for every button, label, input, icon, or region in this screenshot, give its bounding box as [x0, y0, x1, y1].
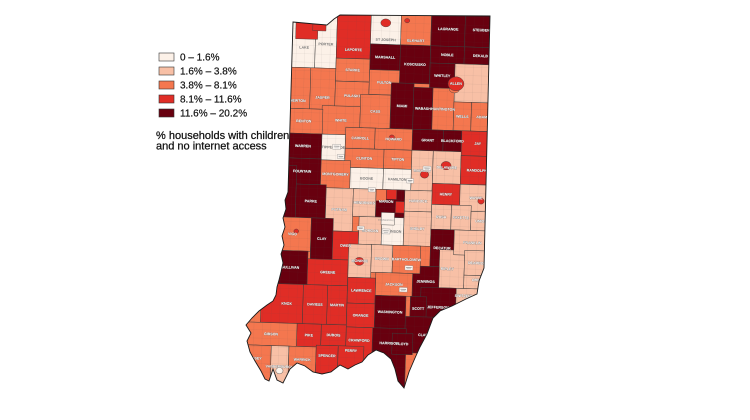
- svg-text:DAVIESS: DAVIESS: [307, 302, 323, 306]
- svg-text:11.6% – 20.2%: 11.6% – 20.2%: [180, 109, 247, 120]
- svg-text:FRANKLIN: FRANKLIN: [463, 241, 482, 246]
- svg-text:MONTGOMERY: MONTGOMERY: [322, 172, 349, 177]
- svg-text:RUSH: RUSH: [436, 215, 447, 219]
- svg-text:BARTHOLOMEW: BARTHOLOMEW: [392, 257, 422, 262]
- svg-text:PULASKI: PULASKI: [344, 94, 360, 98]
- svg-text:SPENCER: SPENCER: [318, 354, 336, 359]
- svg-text:JASPER: JASPER: [315, 96, 330, 100]
- svg-text:FULTON: FULTON: [377, 81, 392, 85]
- svg-text:WABASH: WABASH: [415, 107, 431, 112]
- svg-text:BOONE: BOONE: [360, 176, 374, 180]
- svg-text:JENNINGS: JENNINGS: [416, 279, 435, 284]
- svg-text:HENRY: HENRY: [440, 192, 453, 196]
- svg-text:CLARK: CLARK: [418, 333, 431, 337]
- svg-text:JACKSON: JACKSON: [385, 282, 403, 287]
- svg-text:DEARBORN: DEARBORN: [468, 261, 489, 266]
- svg-text:KNOX: KNOX: [281, 302, 292, 306]
- svg-text:WASHINGTON: WASHINGTON: [378, 310, 403, 315]
- svg-text:FOUNTAIN: FOUNTAIN: [293, 169, 312, 174]
- svg-text:DELAWARE: DELAWARE: [436, 165, 457, 170]
- svg-text:JAY: JAY: [474, 142, 481, 146]
- svg-text:ST JOSEPH: ST JOSEPH: [376, 38, 397, 43]
- svg-text:ALLEN: ALLEN: [450, 82, 463, 86]
- svg-text:GIBSON: GIBSON: [264, 332, 279, 336]
- svg-text:MARSHALL: MARSHALL: [375, 55, 396, 60]
- svg-text:JEFFERSON: JEFFERSON: [427, 305, 449, 310]
- svg-text:SULLIVAN: SULLIVAN: [281, 265, 299, 270]
- svg-text:KOSCIUSKO: KOSCIUSKO: [404, 62, 426, 67]
- svg-text:MARION: MARION: [379, 199, 394, 203]
- svg-text:% households with children: % households with children: [156, 130, 289, 142]
- svg-text:PERRY: PERRY: [345, 349, 358, 353]
- svg-text:ORANGE: ORANGE: [353, 313, 369, 318]
- svg-text:OWEN: OWEN: [340, 244, 352, 248]
- svg-text:WELLS: WELLS: [456, 115, 469, 119]
- svg-text:GRANT: GRANT: [421, 138, 435, 142]
- svg-text:WHITE: WHITE: [335, 118, 347, 122]
- svg-text:VIGO: VIGO: [288, 232, 297, 236]
- svg-text:HUNTINGTON: HUNTINGTON: [431, 107, 455, 112]
- svg-text:MIAMI: MIAMI: [397, 104, 408, 108]
- svg-text:STEUBEN: STEUBEN: [473, 28, 491, 33]
- svg-text:STARKE: STARKE: [345, 68, 360, 72]
- svg-text:LAKE: LAKE: [299, 46, 310, 50]
- svg-text:3.8% – 8.1%: 3.8% – 8.1%: [180, 81, 237, 92]
- svg-text:NOBLE: NOBLE: [441, 53, 454, 57]
- svg-text:MORGAN: MORGAN: [362, 229, 379, 234]
- svg-text:HAMILTON: HAMILTON: [388, 177, 407, 182]
- svg-text:HARRISON: HARRISON: [379, 341, 399, 346]
- svg-text:BROWN: BROWN: [375, 257, 389, 261]
- svg-text:CRAWFORD: CRAWFORD: [348, 338, 370, 343]
- svg-text:LAPORTE: LAPORTE: [345, 48, 363, 53]
- svg-text:RANDOLPH: RANDOLPH: [467, 168, 488, 173]
- svg-text:BENTON: BENTON: [296, 119, 312, 123]
- svg-text:JOHNSON: JOHNSON: [384, 229, 402, 234]
- svg-text:PARKE: PARKE: [305, 199, 318, 203]
- svg-text:PORTER: PORTER: [318, 42, 333, 46]
- svg-text:TIPTON: TIPTON: [391, 157, 405, 161]
- svg-text:DEKALB: DEKALB: [473, 54, 488, 58]
- svg-text:MADISON: MADISON: [413, 169, 430, 174]
- svg-text:SHELBY: SHELBY: [410, 227, 425, 231]
- svg-text:WARREN: WARREN: [295, 144, 311, 149]
- svg-text:CLINTON: CLINTON: [356, 156, 372, 161]
- svg-text:FAYETTE: FAYETTE: [453, 216, 470, 221]
- svg-text:and no internet access: and no internet access: [156, 141, 267, 153]
- svg-text:WHITLEY: WHITLEY: [434, 74, 451, 79]
- svg-text:SCOTT: SCOTT: [412, 307, 425, 311]
- svg-text:FLOYD: FLOYD: [396, 342, 409, 346]
- svg-text:INDIANAPOLIS: INDIANAPOLIS: [378, 219, 395, 223]
- svg-text:8.1% – 11.6%: 8.1% – 11.6%: [180, 95, 242, 106]
- svg-text:PUTNAM: PUTNAM: [331, 208, 346, 212]
- svg-text:SWITZERLAND: SWITZERLAND: [455, 294, 482, 299]
- svg-text:MARTIN: MARTIN: [330, 303, 344, 307]
- svg-text:POSEY: POSEY: [249, 356, 262, 360]
- svg-text:CLAY: CLAY: [317, 237, 327, 241]
- svg-text:NEWTON: NEWTON: [290, 99, 306, 104]
- svg-text:DUBOIS: DUBOIS: [326, 333, 341, 337]
- svg-text:0 – 1.6%: 0 – 1.6%: [180, 53, 220, 64]
- svg-text:HENDRICKS: HENDRICKS: [354, 201, 376, 206]
- svg-text:1.6% – 3.8%: 1.6% – 3.8%: [180, 67, 237, 78]
- svg-text:RIPLEY: RIPLEY: [441, 267, 455, 271]
- svg-text:OHIO: OHIO: [472, 278, 482, 282]
- svg-text:MONROE: MONROE: [352, 259, 369, 264]
- svg-text:CARROLL: CARROLL: [351, 136, 369, 141]
- svg-text:DECATUR: DECATUR: [433, 246, 451, 251]
- svg-text:PIKE: PIKE: [305, 333, 314, 337]
- svg-text:WAYNE: WAYNE: [470, 196, 484, 200]
- svg-text:ADAMS: ADAMS: [476, 115, 490, 119]
- svg-text:BLACKFORD: BLACKFORD: [441, 139, 464, 144]
- svg-text:CASS: CASS: [370, 109, 381, 113]
- svg-text:ELKHART: ELKHART: [407, 39, 425, 44]
- svg-text:HANCOCK: HANCOCK: [409, 199, 428, 204]
- svg-text:VANDERBURGH: VANDERBURGH: [265, 364, 294, 369]
- svg-text:HOWARD: HOWARD: [385, 137, 402, 142]
- svg-text:LAGRANGE: LAGRANGE: [438, 27, 459, 32]
- svg-text:UNION: UNION: [475, 219, 487, 223]
- svg-text:GREENE: GREENE: [320, 270, 336, 274]
- svg-text:WARRICK: WARRICK: [294, 358, 312, 363]
- svg-text:LAWRENCE: LAWRENCE: [351, 288, 372, 293]
